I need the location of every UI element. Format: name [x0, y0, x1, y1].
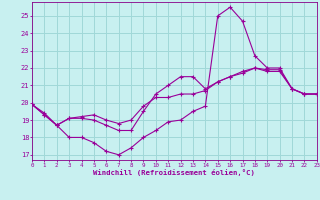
- X-axis label: Windchill (Refroidissement éolien,°C): Windchill (Refroidissement éolien,°C): [93, 169, 255, 176]
